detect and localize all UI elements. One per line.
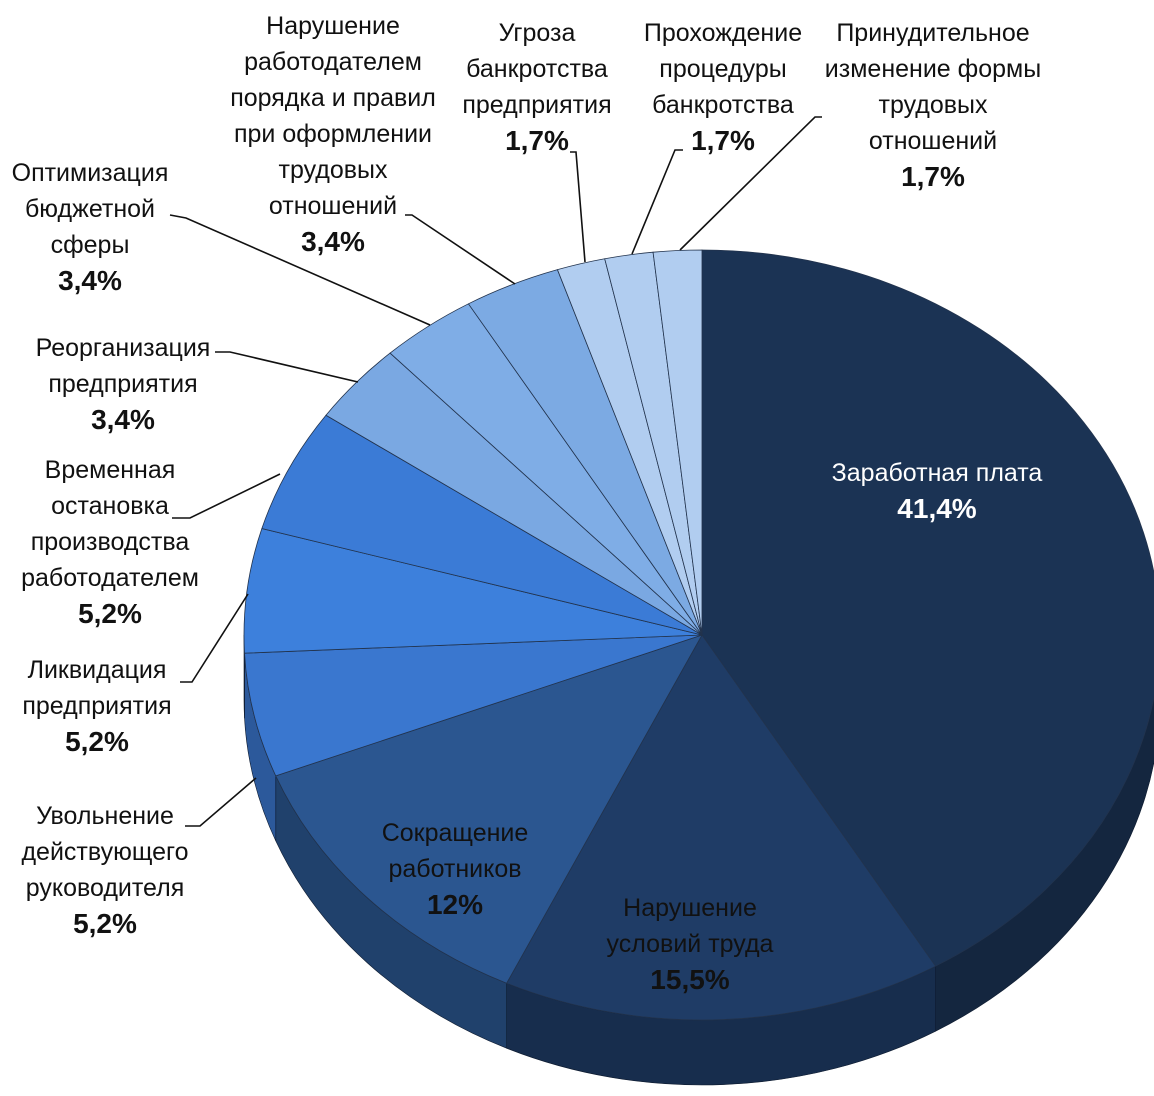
category-name: Принудительное изменение формы трудовых … [824,19,1042,155]
slice-label: Принудительное изменение формы трудовых … [816,15,1051,195]
slice [701,249,1154,967]
value-label: 3,4% [58,265,122,296]
slice-label: Прохождение процедуры банкротства 1,7% [633,15,813,159]
slice [652,249,703,636]
category-name: Оптимизация бюджетной сферы [11,159,169,259]
leader-line [185,777,257,827]
category-name: Увольнение действующего руководителя [21,802,189,902]
slice-label: Реорганизация предприятия 3,4% [13,330,233,438]
slice [261,414,703,636]
value-label: 12% [426,889,484,920]
slice [275,634,703,984]
category-name: Ликвидация предприятия [22,656,172,720]
leader-line [169,214,431,326]
leader-line [215,351,359,383]
slice-label: Сокращение работников 12% [360,815,550,923]
leader-line [679,116,822,251]
slice-label: Оптимизация бюджетной сферы 3,4% [0,155,180,299]
value-label: 3,4% [301,226,365,257]
value-label: 1,7% [691,125,755,156]
category-name: Угроза банкротства предприятия [462,19,612,119]
value-label: 5,2% [73,908,137,939]
value-label: 1,7% [505,125,569,156]
slice-label: Увольнение действующего руководителя 5,2% [5,798,205,942]
value-label: 15,5% [650,964,730,995]
category-name: Сокращение работников [381,819,529,883]
category-name: Нарушение работодателем порядка и правил… [230,12,436,220]
value-label: 1,7% [901,161,965,192]
slice-label: Угроза банкротства предприятия 1,7% [452,15,622,159]
category-name: Нарушение условий труда [606,894,774,958]
slice [506,634,937,1021]
category-name: Прохождение процедуры банкротства [643,19,803,119]
slice-label: Ликвидация предприятия 5,2% [2,652,192,760]
slice-label: Нарушение условий труда 15,5% [580,890,800,998]
category-name: Временная остановка производства работод… [21,456,199,592]
leader-line [180,593,249,683]
leader-line [570,151,586,263]
slice [244,634,703,777]
slice-label: Нарушение работодателем порядка и правил… [221,8,446,260]
value-label: 5,2% [78,598,142,629]
leader-line [631,149,683,255]
slice-label: Заработная плата 41,4% [827,455,1047,527]
slice-label: Временная остановка производства работод… [5,452,215,632]
category-name: Заработная плата [831,459,1043,487]
value-label: 5,2% [65,726,129,757]
leader-line [405,214,516,285]
slice [243,528,703,654]
category-name: Реорганизация предприятия [35,334,211,398]
leader-line [172,473,281,519]
value-label: 3,4% [91,404,155,435]
value-label: 41,4% [897,493,977,524]
